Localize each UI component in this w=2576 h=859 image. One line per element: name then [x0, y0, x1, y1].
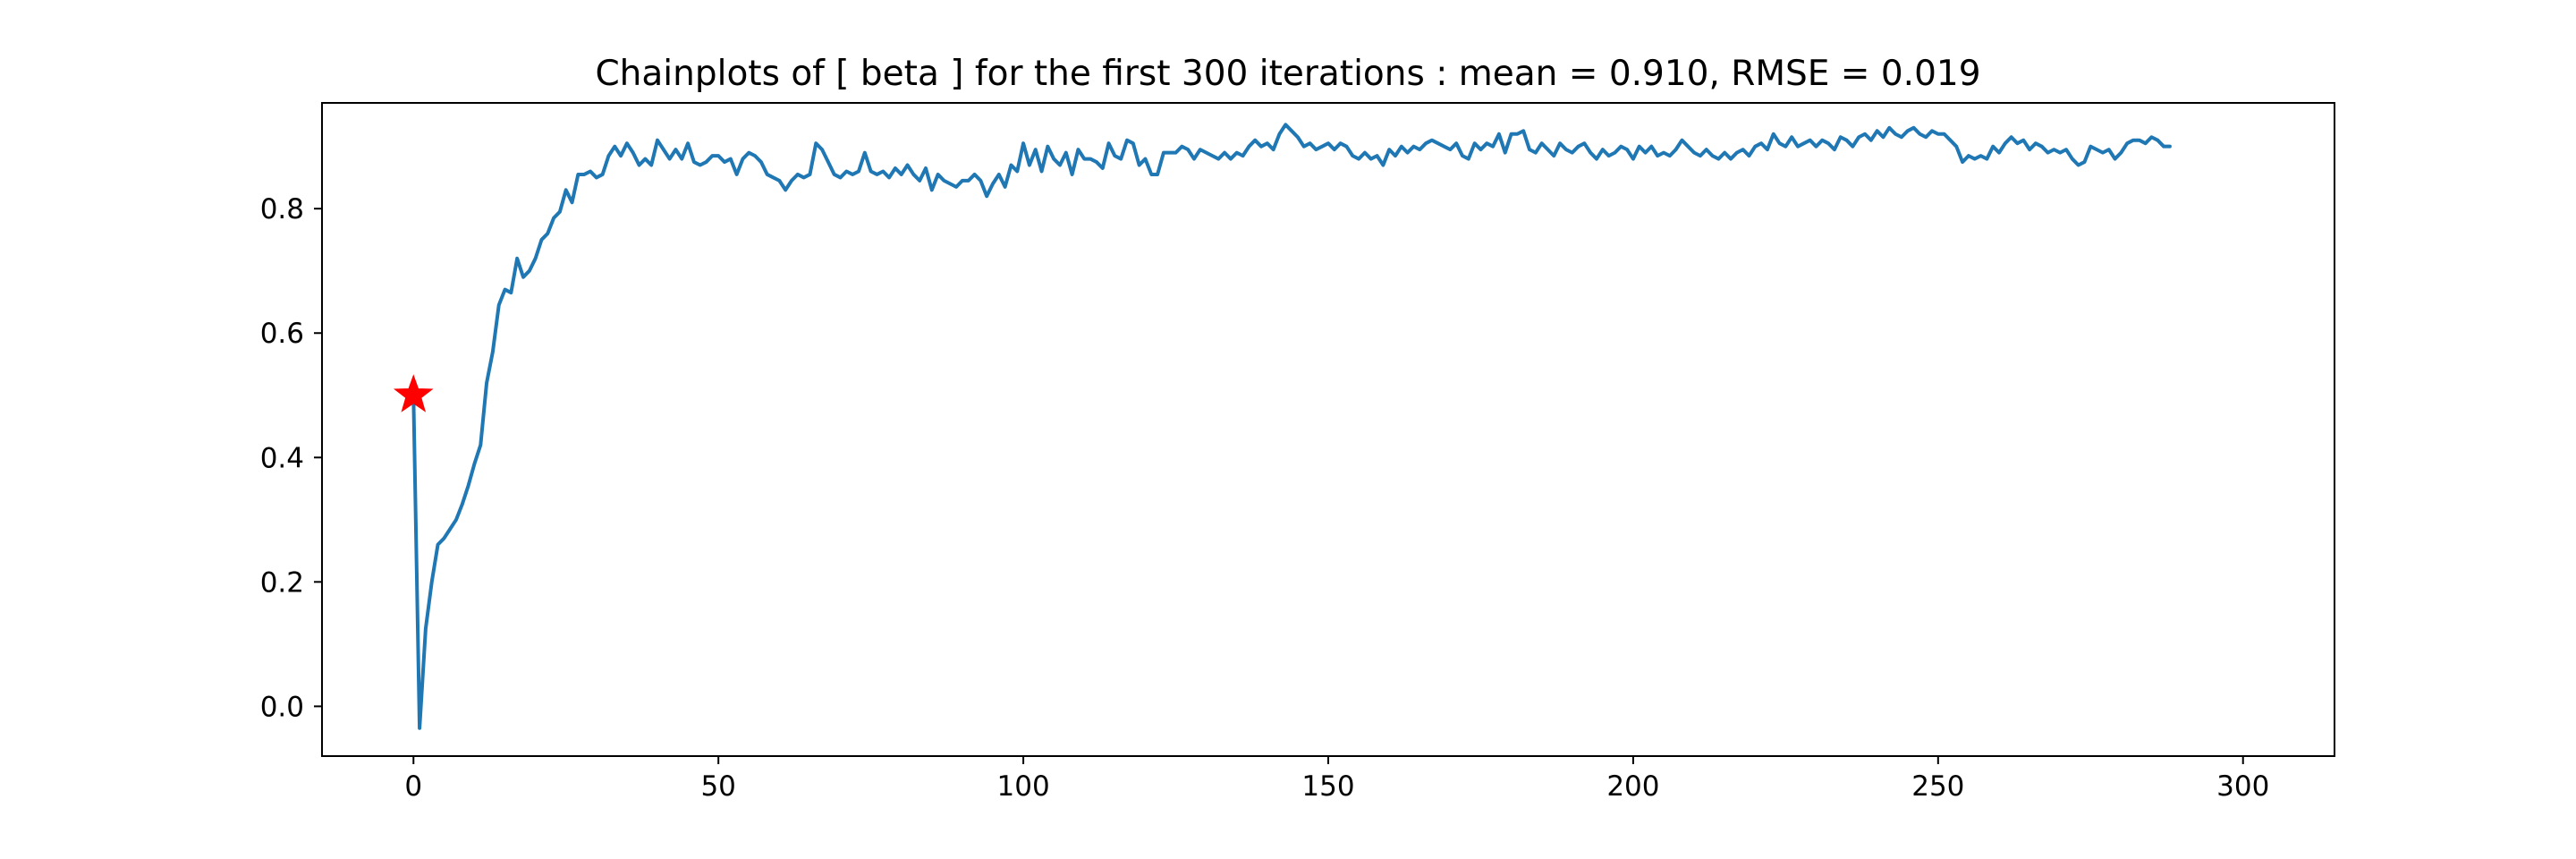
y-tick-label: 0.4 — [260, 442, 304, 474]
axes-frame — [321, 102, 2335, 757]
x-tick-label: 200 — [1606, 770, 1659, 803]
y-tick-label: 0.8 — [260, 193, 304, 225]
x-axis-ticks: 0 50 100 150 200 250 300 — [404, 756, 2269, 803]
x-tick-label: 250 — [1911, 770, 1964, 803]
x-tick-label: 100 — [997, 770, 1050, 803]
y-tick-label: 0.6 — [260, 318, 304, 350]
series-layer — [411, 123, 2172, 730]
x-tick-label: 150 — [1301, 770, 1354, 803]
series-line-0 — [411, 123, 2172, 730]
x-tick-label: 0 — [404, 770, 422, 803]
chart-title: Chainplots of [ beta ] for the first 300… — [595, 54, 1980, 94]
x-tick-label: 50 — [700, 770, 735, 803]
y-tick-label: 0.0 — [260, 691, 304, 723]
y-axis-ticks: 0.0 0.2 0.4 0.6 0.8 — [260, 193, 322, 723]
start-marker-star-0 — [393, 374, 434, 412]
y-tick-label: 0.2 — [260, 566, 304, 599]
marker-layer — [393, 374, 434, 412]
plot-area: 0 50 100 150 200 250 300 0.0 0.2 0.4 0.6 0.8 — [260, 102, 2335, 803]
x-tick-label: 300 — [2216, 770, 2269, 803]
